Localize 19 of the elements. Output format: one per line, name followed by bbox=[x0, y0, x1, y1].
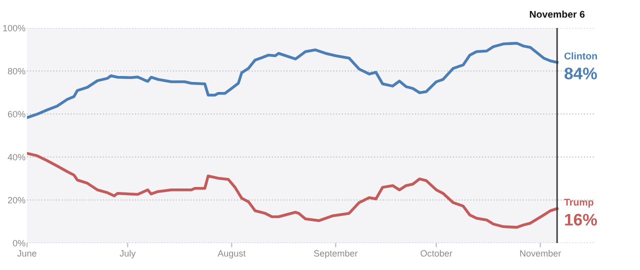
line-series bbox=[27, 42, 558, 120]
series-label: Trump bbox=[564, 198, 594, 208]
x-tick-label: July bbox=[120, 250, 136, 258]
data-label: 16% bbox=[565, 214, 597, 226]
x-tick-label: June bbox=[17, 250, 36, 257]
ref-line-label: November 6 bbox=[530, 10, 585, 18]
x-tick-label: November bbox=[520, 250, 561, 257]
y-tick-label: 80% bbox=[8, 68, 26, 74]
x-tick-label: September bbox=[314, 250, 358, 258]
y-tick-label: 0% bbox=[12, 240, 26, 246]
y-tick-label: 100% bbox=[3, 24, 26, 32]
x-tick-label: October bbox=[420, 250, 452, 257]
data-label: 84% bbox=[564, 68, 597, 80]
y-tick-label: 60% bbox=[8, 110, 26, 118]
line-series bbox=[27, 152, 558, 229]
y-tick-label: 20% bbox=[8, 196, 26, 204]
y-tick-label: 40% bbox=[8, 154, 26, 160]
x-tick-label: August bbox=[218, 250, 246, 258]
series-label: Clinton bbox=[564, 52, 597, 60]
